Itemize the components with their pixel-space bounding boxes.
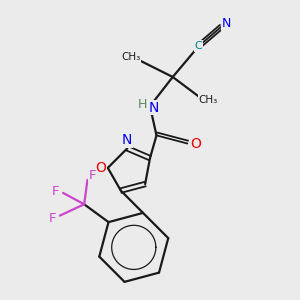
Text: O: O [95,161,106,175]
Text: F: F [52,185,60,198]
Text: O: O [190,136,201,151]
Text: N: N [149,101,159,115]
Text: H: H [138,98,148,111]
Text: C: C [195,41,203,51]
Text: N: N [222,17,231,30]
Text: N: N [122,133,133,147]
Text: CH₃: CH₃ [199,95,218,105]
Text: F: F [49,212,56,225]
Text: F: F [88,169,96,182]
Text: CH₃: CH₃ [121,52,140,62]
